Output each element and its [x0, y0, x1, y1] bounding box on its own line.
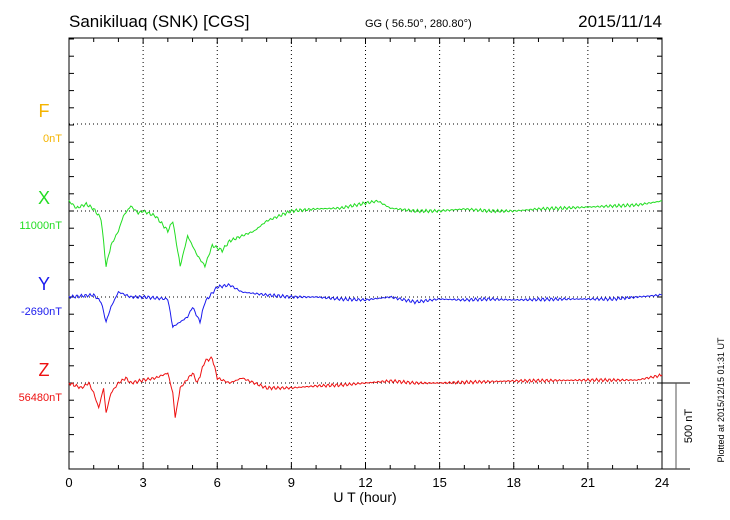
- x-tick-label: 9: [288, 475, 295, 490]
- x-tick-label: 18: [507, 475, 521, 490]
- x-tick-label: 21: [581, 475, 595, 490]
- x-tick-label: 0: [65, 475, 72, 490]
- series-baseline-f: 0nT: [43, 133, 62, 145]
- series-baseline-y: -2690nT: [21, 306, 62, 318]
- series-baseline-z: 56480nT: [19, 392, 63, 404]
- x-tick-label: 3: [140, 475, 147, 490]
- chart-title: Sanikiluaq (SNK) [CGS]: [69, 12, 249, 31]
- x-tick-label: 6: [214, 475, 221, 490]
- x-tick-label: 24: [655, 475, 669, 490]
- series-name-x: X: [38, 188, 50, 208]
- x-tick-label: 15: [432, 475, 446, 490]
- x-tick-label: 12: [358, 475, 372, 490]
- series-line-z: [68, 356, 663, 418]
- series-line-y: [68, 282, 663, 329]
- series-name-z: Z: [39, 360, 50, 380]
- series-line-x: [68, 199, 663, 269]
- chart-date: 2015/11/14: [578, 12, 662, 31]
- chart-subtitle: GG ( 56.50°, 280.80°): [365, 18, 472, 30]
- scale-bar-label: 500 nT: [683, 409, 695, 444]
- series-baseline-x: 11000nT: [19, 220, 62, 232]
- x-axis-label: U T (hour): [333, 489, 396, 505]
- plotted-note: Plotted at 2015/12/15 01:31 UT: [716, 337, 726, 463]
- series-name-f: F: [39, 101, 50, 121]
- series-name-y: Y: [38, 274, 50, 294]
